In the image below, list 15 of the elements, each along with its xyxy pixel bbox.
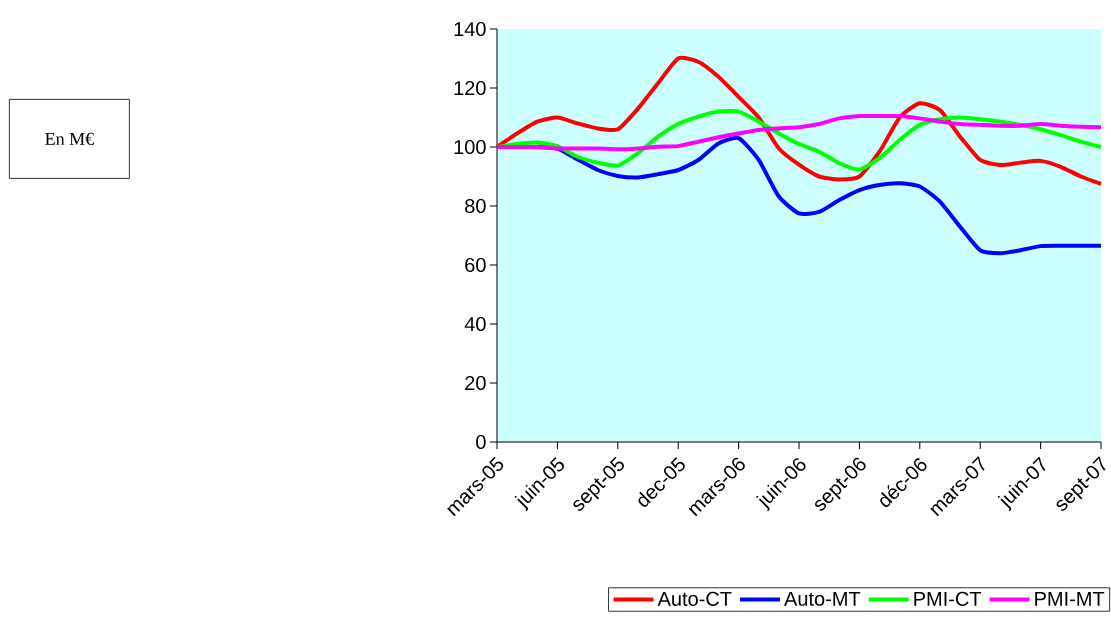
y-tick-label: 120: [454, 80, 486, 96]
legend-label: Auto-CT: [657, 591, 732, 606]
y-tick-label: 20: [465, 375, 486, 391]
y-tick-label: 80: [465, 198, 486, 214]
legend-label: PMI-CT: [914, 591, 982, 606]
line-series: [495, 56, 1104, 186]
y-tick-label: 100: [454, 139, 486, 155]
text: En M€: [45, 132, 94, 145]
legend-label: Auto-MT: [784, 591, 861, 606]
legend-label: PMI-MT: [1035, 591, 1105, 606]
y-tick-label: 60: [465, 257, 486, 273]
y-tick-label: 140: [454, 21, 486, 37]
y-tick-label: 40: [464, 316, 486, 332]
line-series: [495, 113, 1104, 152]
y-tick-label: 0: [476, 434, 486, 450]
